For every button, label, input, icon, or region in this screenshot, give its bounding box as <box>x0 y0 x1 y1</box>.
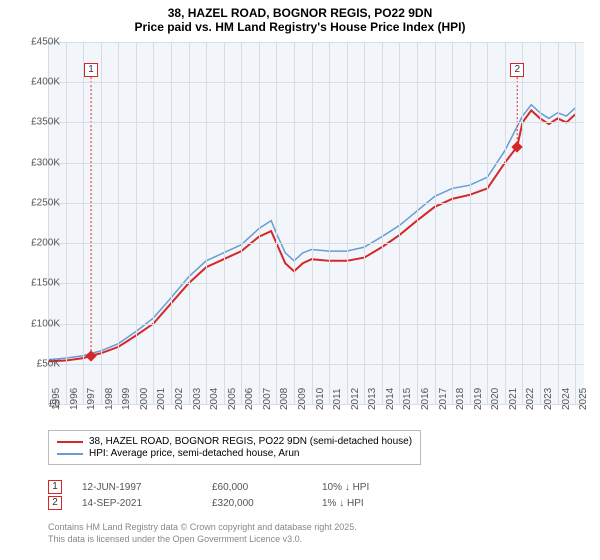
x-tick-label: 2002 <box>174 388 185 410</box>
y-tick-label: £450K <box>14 37 60 48</box>
transaction-price: £60,000 <box>212 482 302 493</box>
x-tick-label: 2008 <box>279 388 290 410</box>
x-tick-label: 2014 <box>385 388 396 410</box>
x-tick-label: 2023 <box>543 388 554 410</box>
x-tick-label: 1999 <box>121 388 132 410</box>
x-tick-label: 2009 <box>297 388 308 410</box>
legend-label: HPI: Average price, semi-detached house,… <box>89 448 300 459</box>
x-tick-label: 2016 <box>420 388 431 410</box>
x-tick-label: 2006 <box>244 388 255 410</box>
y-tick-label: £200K <box>14 238 60 249</box>
legend-swatch <box>57 441 83 443</box>
legend-label: 38, HAZEL ROAD, BOGNOR REGIS, PO22 9DN (… <box>89 436 412 447</box>
chart-container: 38, HAZEL ROAD, BOGNOR REGIS, PO22 9DN P… <box>0 0 600 560</box>
transaction-date: 14-SEP-2021 <box>82 498 192 509</box>
footer-line-1: Contains HM Land Registry data © Crown c… <box>48 522 357 534</box>
chart-subtitle: Price paid vs. HM Land Registry's House … <box>0 20 600 34</box>
x-tick-label: 2007 <box>262 388 273 410</box>
x-tick-label: 1997 <box>86 388 97 410</box>
y-tick-label: £250K <box>14 197 60 208</box>
legend-box: 38, HAZEL ROAD, BOGNOR REGIS, PO22 9DN (… <box>48 430 421 465</box>
x-tick-label: 2021 <box>508 388 519 410</box>
x-tick-label: 2013 <box>367 388 378 410</box>
chart-plot-area: 12 <box>48 42 584 404</box>
y-tick-label: £150K <box>14 278 60 289</box>
transaction-row: 2 14-SEP-2021 £320,000 1% ↓ HPI <box>48 496 369 510</box>
legend-swatch <box>57 453 83 455</box>
legend-item: 38, HAZEL ROAD, BOGNOR REGIS, PO22 9DN (… <box>57 436 412 447</box>
x-tick-label: 2010 <box>315 388 326 410</box>
x-tick-label: 2015 <box>402 388 413 410</box>
x-tick-label: 2001 <box>156 388 167 410</box>
x-tick-label: 2004 <box>209 388 220 410</box>
footer-attribution: Contains HM Land Registry data © Crown c… <box>48 522 357 545</box>
x-tick-label: 2022 <box>525 388 536 410</box>
footer-line-2: This data is licensed under the Open Gov… <box>48 534 357 546</box>
x-tick-label: 2003 <box>192 388 203 410</box>
x-tick-label: 1996 <box>69 388 80 410</box>
x-tick-label: 2012 <box>350 388 361 410</box>
chart-title: 38, HAZEL ROAD, BOGNOR REGIS, PO22 9DN <box>0 0 600 20</box>
transaction-marker: 1 <box>48 480 62 494</box>
x-tick-label: 2011 <box>332 388 343 410</box>
x-tick-label: 2000 <box>139 388 150 410</box>
legend-item: HPI: Average price, semi-detached house,… <box>57 448 412 459</box>
x-tick-label: 2018 <box>455 388 466 410</box>
transaction-delta: 1% ↓ HPI <box>322 498 364 509</box>
chart-marker-box: 1 <box>84 63 98 77</box>
y-tick-label: £50K <box>14 358 60 369</box>
transaction-delta: 10% ↓ HPI <box>322 482 369 493</box>
x-tick-label: 2019 <box>473 388 484 410</box>
y-tick-label: £300K <box>14 157 60 168</box>
x-tick-label: 2017 <box>438 388 449 410</box>
y-tick-label: £100K <box>14 318 60 329</box>
transaction-date: 12-JUN-1997 <box>82 482 192 493</box>
transactions-table: 1 12-JUN-1997 £60,000 10% ↓ HPI 2 14-SEP-2021… <box>48 478 369 512</box>
transaction-row: 1 12-JUN-1997 £60,000 10% ↓ HPI <box>48 480 369 494</box>
x-tick-label: 2005 <box>227 388 238 410</box>
transaction-price: £320,000 <box>212 498 302 509</box>
chart-svg <box>48 42 584 404</box>
x-tick-label: 1998 <box>104 388 115 410</box>
x-tick-label: 2024 <box>561 388 572 410</box>
y-tick-label: £350K <box>14 117 60 128</box>
chart-marker-box: 2 <box>510 63 524 77</box>
x-tick-label: 2025 <box>578 388 589 410</box>
y-tick-label: £400K <box>14 77 60 88</box>
transaction-marker: 2 <box>48 496 62 510</box>
x-tick-label: 2020 <box>490 388 501 410</box>
x-tick-label: 1995 <box>51 388 62 410</box>
